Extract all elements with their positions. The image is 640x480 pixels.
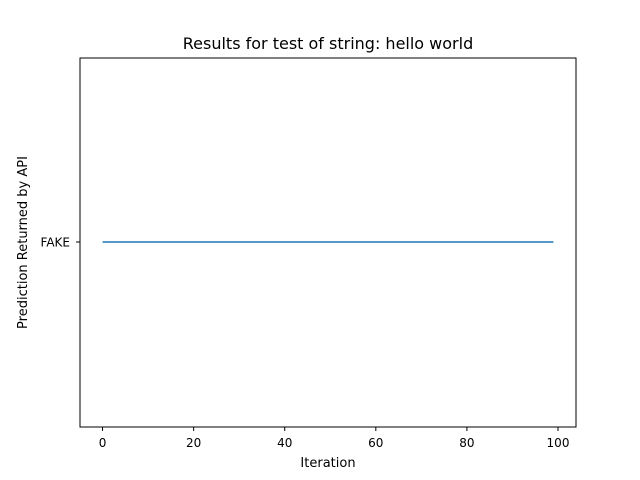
x-tick-label: 60 bbox=[368, 436, 383, 450]
x-tick-label: 100 bbox=[547, 436, 570, 450]
x-tick-label: 40 bbox=[277, 436, 292, 450]
y-axis-ticks: FAKE bbox=[41, 236, 80, 250]
x-tick-label: 20 bbox=[186, 436, 201, 450]
x-axis-ticks: 0 20 40 60 80 100 bbox=[99, 427, 570, 450]
chart-title: Results for test of string: hello world bbox=[183, 34, 473, 53]
x-axis-label: Iteration bbox=[300, 456, 355, 471]
y-axis-label: Prediction Returned by API bbox=[16, 156, 31, 329]
x-tick-label: 80 bbox=[459, 436, 474, 450]
y-tick-label: FAKE bbox=[41, 236, 70, 250]
x-tick-label: 0 bbox=[99, 436, 107, 450]
